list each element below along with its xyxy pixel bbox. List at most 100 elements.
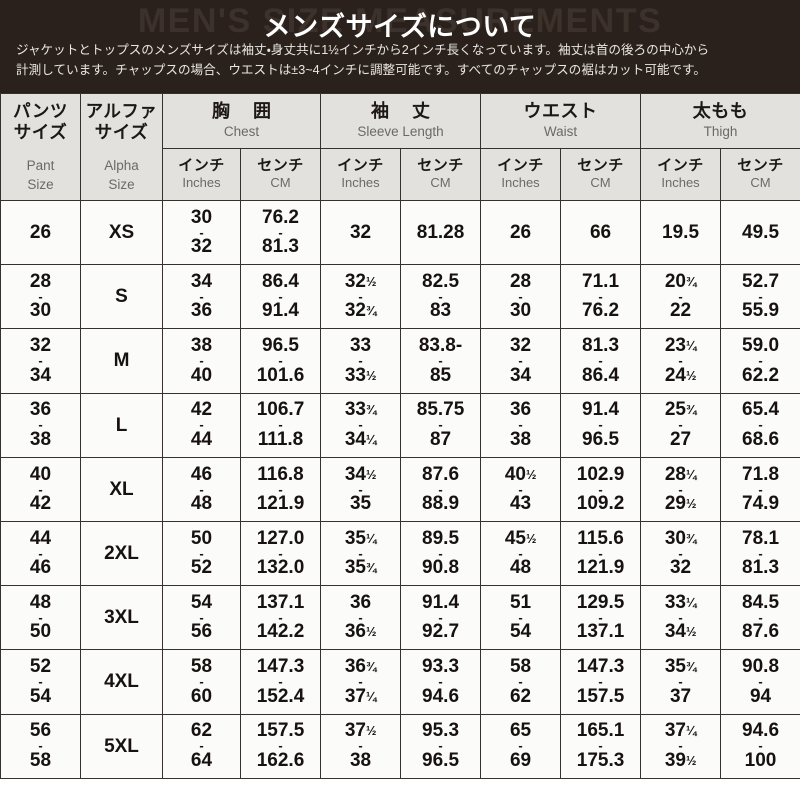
range-dash-icon: - bbox=[758, 545, 763, 561]
value-range: 30¾ -32 bbox=[641, 528, 720, 579]
cell-waist-inches: 58-62 bbox=[480, 649, 562, 715]
cell-alpha-size: L bbox=[80, 392, 163, 458]
cell-waist-cm: 71.1-76.2 bbox=[560, 264, 642, 330]
value-range: 37¼ -39½ bbox=[641, 721, 720, 771]
range-dash-icon: - bbox=[598, 738, 603, 754]
value-range: 40½ -43 bbox=[481, 464, 560, 515]
value-range-min: 46 bbox=[190, 463, 213, 485]
value-range: 25¾ -27 bbox=[641, 400, 720, 450]
range-dash-icon: - bbox=[38, 353, 43, 369]
cell-thigh-cm: 84.5-87.6 bbox=[720, 585, 800, 651]
cell-thigh-cm: 78.1-81.3 bbox=[720, 520, 800, 587]
cell-sleeve-inches: 32 bbox=[320, 199, 402, 266]
value-range-min: 147.3 bbox=[576, 656, 625, 678]
value-range-min: 82.5 bbox=[422, 270, 460, 292]
range-dash-icon: - bbox=[199, 481, 204, 497]
cell-thigh-cm: 90.8-94 bbox=[720, 649, 800, 715]
range-dash-icon: - bbox=[199, 417, 204, 433]
range-dash-icon: - bbox=[199, 353, 204, 369]
column-header-alpha-size: アルファ サイズ Alpha Size bbox=[80, 93, 163, 201]
cell-thigh-inches: 35¾ -37 bbox=[640, 649, 722, 715]
range-dash-icon: - bbox=[678, 610, 683, 626]
unit-cm-jp: センチ bbox=[577, 156, 624, 174]
value-range-max: 29½ bbox=[664, 493, 697, 515]
range-dash-icon: - bbox=[598, 353, 603, 369]
range-dash-icon: - bbox=[278, 289, 283, 305]
value-range: 33-33½ bbox=[321, 336, 400, 386]
value-range: 94.6-100 bbox=[721, 721, 800, 771]
value-range-max: 83 bbox=[429, 300, 452, 322]
cell-alpha-size: 5XL bbox=[80, 713, 163, 779]
value-range-max: 87.6 bbox=[742, 621, 780, 643]
value-range-min: 45½ bbox=[504, 527, 537, 549]
value-range-max: 38 bbox=[509, 428, 532, 450]
cell-sleeve-inches: 37½ -38 bbox=[320, 713, 402, 779]
value-range-min: 40 bbox=[29, 463, 52, 485]
value-range-max: 40 bbox=[190, 364, 213, 386]
cell-chest-cm: 137.1-142.2 bbox=[239, 585, 322, 651]
column-header-sleeve-cm: センチ CM bbox=[400, 148, 482, 201]
value-range: 32-34 bbox=[1, 336, 80, 386]
cell-thigh-inches: 33¼ -34½ bbox=[640, 585, 722, 651]
column-header-chest-jp: 胸 囲 bbox=[212, 101, 281, 122]
cell-pant-size: 48-50 bbox=[0, 585, 81, 651]
cell-chest-cm: 86.4-91.4 bbox=[239, 264, 322, 330]
value-range-min: 34½ bbox=[344, 463, 377, 485]
value-range: 28-30 bbox=[1, 270, 80, 322]
value-range-min: 20¾ bbox=[664, 270, 697, 292]
value-range-max: 85 bbox=[429, 364, 452, 386]
value-range-min: 30 bbox=[190, 206, 213, 228]
range-dash-icon: - bbox=[438, 481, 443, 497]
value-range-max: 62 bbox=[509, 685, 532, 707]
value-single: XL bbox=[109, 478, 134, 500]
cell-waist-inches: 45½ -48 bbox=[480, 520, 562, 587]
table-row: 26 XS 30-32 76.2-81.3 32 81.28 26 66 19.5 49.5 bbox=[0, 199, 800, 266]
range-dash-icon: - bbox=[518, 610, 523, 626]
value-range-max: 46 bbox=[29, 557, 52, 579]
value-range: 127.0-132.0 bbox=[241, 528, 320, 579]
value-single: 81.28 bbox=[416, 222, 465, 244]
range-dash-icon: - bbox=[438, 674, 443, 690]
value-range: 81.3-86.4 bbox=[561, 336, 640, 386]
column-header-alpha-size-jp-line2: サイズ bbox=[94, 121, 149, 142]
column-header-group-chest: 胸 囲 Chest bbox=[161, 93, 322, 149]
value-range: 59.0-62.2 bbox=[721, 336, 800, 386]
value-range-min: 51 bbox=[509, 591, 532, 613]
value-range-min: 95.3 bbox=[422, 720, 460, 742]
cell-chest-cm: 127.0-132.0 bbox=[239, 520, 322, 587]
value-range-max: 81.3 bbox=[262, 236, 299, 258]
value-range-min: 58 bbox=[509, 656, 532, 678]
value-range: 35¾ -37 bbox=[641, 656, 720, 707]
unit-inches-jp: インチ bbox=[337, 156, 384, 174]
value-range-max: 96.5 bbox=[582, 428, 620, 450]
cell-alpha-size: XL bbox=[80, 456, 163, 522]
value-single: M bbox=[113, 350, 130, 372]
value-range-max: 44 bbox=[190, 428, 213, 450]
cell-sleeve-cm: 85.75-87 bbox=[400, 392, 482, 458]
cell-pant-size: 32-34 bbox=[0, 328, 81, 394]
value-range: 129.5-137.1 bbox=[561, 592, 640, 643]
cell-alpha-size: XS bbox=[80, 199, 163, 266]
range-dash-icon: - bbox=[678, 545, 683, 561]
value-range-max: 42 bbox=[29, 493, 52, 515]
cell-sleeve-inches: 33¾ -34¼ bbox=[320, 392, 402, 458]
value-range-max: 34½ bbox=[664, 621, 697, 643]
page-title: メンズサイズについて bbox=[263, 12, 537, 42]
cell-waist-inches: 40½ -43 bbox=[480, 456, 562, 522]
cell-waist-cm: 129.5-137.1 bbox=[560, 585, 642, 651]
range-dash-icon: - bbox=[199, 289, 204, 305]
value-range: 84.5-87.6 bbox=[721, 592, 800, 643]
value-range-min: 85.75 bbox=[416, 399, 465, 421]
range-dash-icon: - bbox=[518, 289, 523, 305]
table-row: 44-46 2XL 50-52 127.0-132.0 35¼ -35¾ 89.5-90.8… bbox=[0, 520, 800, 587]
range-dash-icon: - bbox=[38, 545, 43, 561]
value-range-min: 71.8 bbox=[742, 463, 780, 485]
value-range-max: 50 bbox=[29, 621, 52, 643]
cell-chest-cm: 157.5-162.6 bbox=[239, 713, 322, 779]
column-header-pant-size-en-line1: Pant bbox=[26, 157, 55, 173]
value-range-min: 59.0 bbox=[742, 335, 780, 357]
value-range-min: 36 bbox=[509, 399, 532, 421]
table-row: 48-50 3XL 54-56 137.1-142.2 36-36½ 91.4-92.7 5… bbox=[0, 585, 800, 651]
column-header-chest-en: Chest bbox=[223, 124, 260, 140]
value-range-min: 28 bbox=[29, 270, 52, 292]
